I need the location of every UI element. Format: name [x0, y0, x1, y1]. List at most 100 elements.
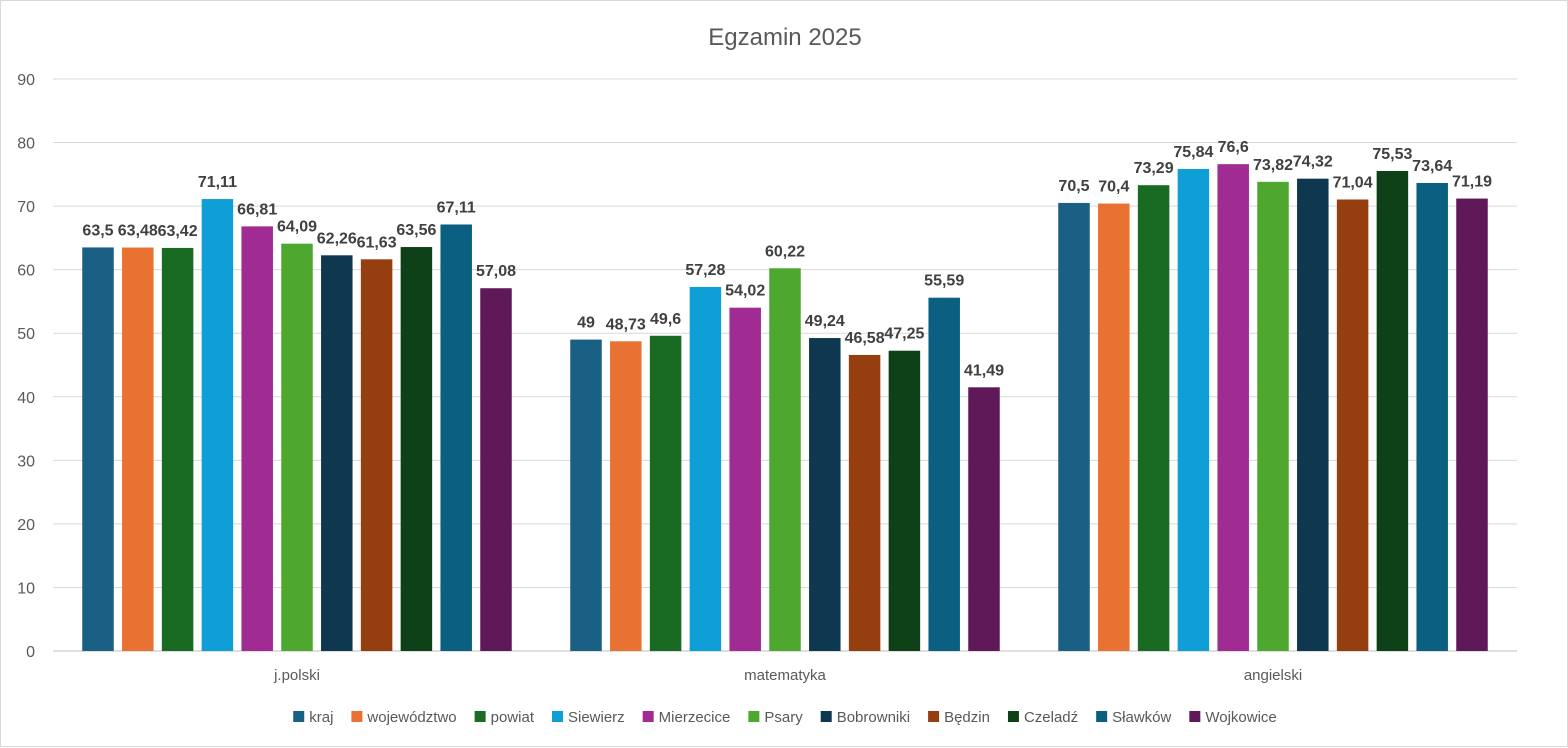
- bar-województwo-angielski: [1098, 203, 1130, 651]
- legend-label: Będzin: [944, 709, 990, 726]
- legend-label: Siewierz: [568, 709, 625, 726]
- legend-item-Psary: Psary: [748, 709, 803, 726]
- data-label: 73,64: [1412, 158, 1452, 175]
- data-label: 49,6: [650, 311, 681, 328]
- data-label: 49,24: [805, 313, 845, 330]
- y-tick-label: 30: [17, 453, 35, 470]
- bar-powiat-matematyka: [649, 335, 682, 651]
- legend-item-Wojkowice: Wojkowice: [1189, 709, 1277, 726]
- y-tick-label: 20: [17, 517, 35, 534]
- bar-kraj-j.polski: [82, 247, 114, 651]
- legend-swatch: [820, 711, 832, 722]
- data-label: 57,08: [476, 263, 516, 280]
- legend-item-Bobrowniki: Bobrowniki: [820, 709, 910, 726]
- bar-kraj-matematyka: [570, 339, 602, 651]
- x-axis: j.polski matematyka angielski: [273, 667, 1302, 684]
- data-label: 67,11: [437, 199, 476, 216]
- data-label: 48,73: [606, 316, 646, 333]
- bar-kraj-angielski: [1058, 202, 1090, 651]
- legend-swatch: [1096, 711, 1108, 722]
- data-label: 71,11: [198, 174, 237, 191]
- y-tick-label: 90: [17, 72, 35, 89]
- legend-item-Sławków: Sławków: [1096, 709, 1172, 726]
- data-label: 73,82: [1253, 157, 1293, 174]
- bars: [82, 164, 1488, 652]
- bar-Wojkowice-angielski: [1456, 198, 1488, 651]
- bar-Będzin-matematyka: [848, 354, 881, 651]
- x-category-label: j.polski: [273, 667, 320, 684]
- legend-label: Bobrowniki: [837, 709, 910, 726]
- legend-label: Psary: [764, 709, 803, 726]
- legend-item-Siewierz: Siewierz: [551, 709, 625, 726]
- bar-Siewierz-matematyka: [689, 286, 722, 651]
- data-label: 75,84: [1173, 144, 1213, 161]
- data-label: 64,09: [277, 219, 317, 236]
- legend-swatch: [351, 711, 363, 722]
- y-tick-label: 60: [17, 263, 35, 280]
- data-label: 63,56: [396, 222, 436, 239]
- data-label: 75,53: [1372, 146, 1412, 163]
- legend-swatch: [748, 711, 760, 722]
- data-label: 71,19: [1452, 174, 1492, 191]
- x-category-label: matematyka: [744, 667, 826, 684]
- bar-Czeladź-matematyka: [888, 350, 921, 651]
- legend: kraj województwo powiat Siewierz Mierzecice P…: [293, 709, 1277, 726]
- bar-Sławków-matematyka: [928, 297, 960, 651]
- bar-Mierzecice-matematyka: [729, 307, 761, 651]
- bar-Będzin-angielski: [1336, 199, 1369, 651]
- data-label: 47,25: [884, 326, 924, 343]
- y-tick-label: 80: [17, 136, 35, 153]
- bar-Bobrowniki-angielski: [1297, 178, 1329, 652]
- bar-województwo-j.polski: [122, 247, 154, 652]
- data-label: 70,5: [1058, 178, 1089, 195]
- y-axis: 0 10 20 30 40 50 60 70 80 90: [17, 72, 35, 661]
- legend-label: województwo: [366, 709, 456, 726]
- legend-swatch: [1007, 711, 1019, 722]
- bar-Mierzecice-angielski: [1217, 164, 1249, 652]
- data-label: 73,29: [1134, 160, 1174, 177]
- legend-item-Mierzecice: Mierzecice: [642, 709, 731, 726]
- bar-województwo-matematyka: [610, 341, 642, 651]
- bar-Mierzecice-j.polski: [241, 226, 273, 652]
- bar-powiat-angielski: [1137, 185, 1170, 651]
- legend-label: Wojkowice: [1205, 709, 1276, 726]
- legend-item-województwo: województwo: [351, 709, 457, 726]
- bar-Sławków-angielski: [1416, 182, 1448, 652]
- data-label: 57,28: [685, 262, 725, 279]
- data-label: 71,04: [1333, 175, 1373, 192]
- legend-item-powiat: powiat: [474, 709, 535, 726]
- legend-swatch: [551, 711, 563, 722]
- data-label: 60,22: [765, 243, 805, 260]
- data-label: 49: [577, 315, 595, 332]
- data-label: 76,6: [1218, 139, 1249, 156]
- legend-swatch: [928, 711, 940, 722]
- y-tick-label: 0: [26, 644, 35, 661]
- legend-label: powiat: [491, 709, 535, 726]
- legend-swatch: [474, 711, 486, 722]
- data-label: 74,32: [1293, 154, 1333, 171]
- bar-Siewierz-j.polski: [201, 199, 234, 651]
- bar-powiat-j.polski: [161, 247, 194, 651]
- data-label: 54,02: [725, 283, 765, 300]
- y-tick-label: 10: [17, 580, 35, 597]
- data-label: 46,58: [845, 330, 885, 347]
- bar-Bobrowniki-j.polski: [321, 255, 353, 652]
- bar-Siewierz-angielski: [1177, 168, 1210, 651]
- legend-label: Mierzecice: [659, 709, 731, 726]
- x-category-label: angielski: [1244, 667, 1302, 684]
- bar-Wojkowice-matematyka: [968, 387, 1000, 651]
- bar-Będzin-j.polski: [360, 259, 393, 651]
- data-label: 63,42: [158, 223, 198, 240]
- legend-label: Sławków: [1112, 709, 1171, 726]
- data-label: 55,59: [924, 273, 964, 290]
- data-label: 63,5: [82, 222, 113, 239]
- data-label: 61,63: [357, 234, 397, 251]
- legend-item-kraj: kraj: [293, 709, 333, 726]
- legend-item-Czeladź: Czeladź: [1007, 709, 1078, 726]
- data-label: 70,4: [1098, 179, 1129, 196]
- chart-title: Egzamin 2025: [708, 24, 861, 51]
- bar-Psary-matematyka: [769, 268, 801, 651]
